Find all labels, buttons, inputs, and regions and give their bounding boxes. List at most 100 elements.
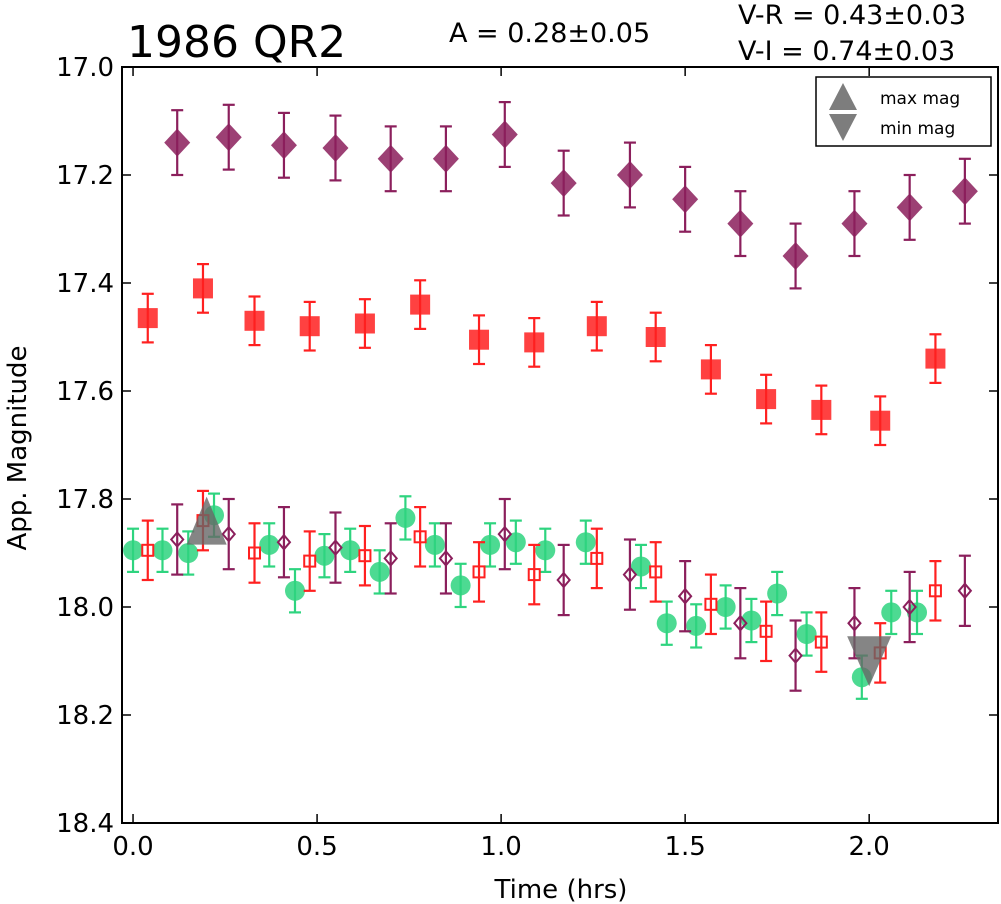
y-tick-label: 17.0 [56,53,114,83]
axis-ticks: 0.0 0.5 1.0 1.5 2.0 17.0 17.2 17.4 17.6 17.8 18.0 1… [56,53,998,862]
data-point-circle [715,597,736,617]
data-point-circle [881,602,902,623]
data-point-diamond [841,209,868,238]
triangle-up-icon [829,83,857,110]
error-bar [903,570,916,644]
data-point-open-diamond [677,587,693,605]
data-point-open-square [303,554,317,568]
data-point-open-diamond [383,549,399,567]
data-point-square [469,329,490,350]
data-point-square [244,310,265,331]
data-point-circle [505,532,526,553]
error-bar [329,511,342,584]
legend-label-min: min mag [880,119,955,139]
data-point-open-square [248,546,262,560]
data-point-circle [767,583,788,604]
data-marks [123,100,978,700]
data-point-square [192,278,213,299]
error-bar [679,559,692,633]
data-point-open-square [527,568,541,582]
data-point-circle [907,602,928,623]
data-point-diamond [672,185,699,214]
data-point-square [925,348,946,369]
x-tick-label: 2.0 [848,832,889,862]
error-bar [222,497,235,571]
data-point-square [756,389,777,410]
data-point-diamond [616,161,643,189]
data-point-square [811,399,832,420]
data-point-circle [152,540,173,561]
error-bar [248,522,261,584]
data-point-diamond [164,128,191,157]
data-point-square [586,316,607,337]
data-point-circle [575,532,596,553]
error-bar [141,519,154,582]
data-point-open-square [472,565,486,579]
data-point-diamond [322,134,349,162]
data-point-open-square [814,635,828,649]
data-point-square [299,316,320,337]
y-axis-label: App. Magnitude [3,345,33,550]
error-bar [590,527,603,590]
data-point-circle [741,610,762,631]
error-bar [473,541,486,603]
chart-title: 1986 QR2 [127,17,346,68]
data-point-open-square [413,530,427,544]
error-bar [439,522,452,595]
data-point-diamond [727,209,754,238]
data-point-open-square [590,551,604,565]
data-point-diamond [432,144,459,173]
error-bar [557,543,570,617]
data-point-square [645,327,666,347]
x-tick-label: 1.0 [480,832,521,862]
error-bar [760,600,773,663]
y-tick-label: 17.4 [56,269,114,299]
data-point-diamond [215,123,242,152]
data-point-open-square [704,597,718,611]
error-bar [815,611,828,673]
error-bar [789,619,802,692]
v-i-annotation: V-I = 0.74±0.03 [738,36,955,67]
data-point-open-square [928,584,942,598]
data-point-open-square [358,549,372,563]
error-bar [734,586,747,660]
data-point-diamond [550,169,577,198]
data-point-open-diamond [221,525,237,543]
data-point-circle [284,580,305,601]
data-point-circle [424,534,445,555]
data-point-circle [340,540,361,561]
data-point-open-diamond [556,571,571,589]
legend-label-max: max mag [880,89,960,109]
data-point-circle [480,534,501,555]
data-point-circle [656,613,677,634]
data-point-open-diamond [169,530,185,549]
error-bar [414,506,427,568]
data-point-square [410,294,431,315]
data-point-open-diamond [788,647,803,665]
data-point-circle [535,540,556,561]
error-bar [704,573,717,636]
data-point-diamond [782,242,809,270]
amplitude-annotation: A = 0.28±0.05 [449,18,650,49]
data-point-open-diamond [902,598,917,616]
y-tick-label: 17.6 [56,377,114,407]
data-point-open-diamond [497,525,513,543]
data-point-open-square [649,565,663,579]
data-point-open-diamond [276,533,292,551]
data-point-open-diamond [438,549,454,567]
data-point-circle [395,507,416,528]
v-r-annotation: V-R = 0.43±0.03 [738,0,966,31]
x-tick-label: 0.5 [296,832,337,862]
min-mag-triangle [847,636,892,687]
data-point-circle [123,540,144,561]
y-tick-label: 18.4 [56,809,114,839]
triangle-down-icon [829,114,857,141]
error-bar [649,541,662,603]
error-bar [171,503,184,576]
data-point-diamond [377,144,404,173]
data-point-square [870,410,891,431]
data-point-open-diamond [957,582,973,600]
error-bar [528,543,541,606]
data-point-diamond [896,193,923,222]
